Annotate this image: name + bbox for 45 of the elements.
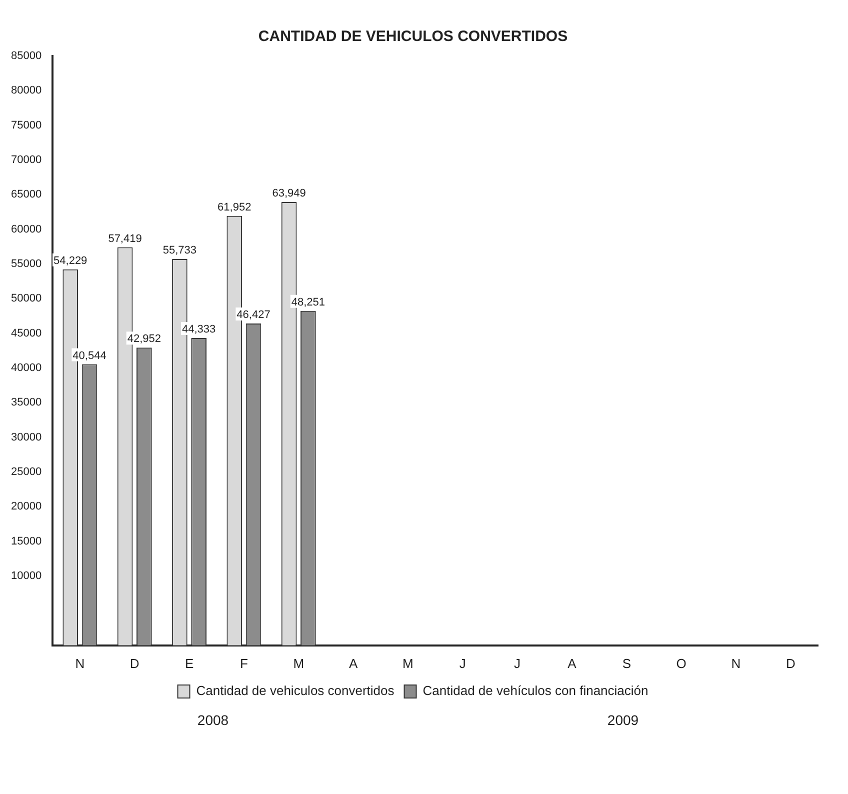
text: 2009 — [607, 712, 639, 728]
data-label: 48,251 — [291, 296, 326, 308]
y-tick-label: 25000 — [10, 466, 42, 478]
legend-label: Cantidad de vehiculos convertidos — [196, 683, 395, 698]
x-tick-label: J — [514, 656, 521, 671]
data-label: 57,419 — [108, 232, 142, 245]
x-tick-label: M — [293, 656, 304, 671]
x-tick-label: D — [786, 656, 796, 671]
data-label: 61,952 — [218, 201, 252, 214]
y-tick-label: 20000 — [10, 500, 42, 513]
y-tick-label: 45000 — [10, 327, 42, 340]
y-tick-label: 15000 — [10, 535, 42, 548]
x-tick-label: A — [348, 656, 358, 671]
chart-title: CANTIDAD DE VEHICULOS CONVERTIDOS — [258, 28, 568, 46]
x-tick-label: E — [184, 656, 194, 671]
data-label: 44,333 — [182, 324, 216, 336]
y-tick-label: 75000 — [10, 119, 42, 132]
data-label: 54,229 — [54, 254, 88, 267]
x-tick-label: N — [731, 656, 741, 671]
x-tick-label: M — [402, 656, 414, 671]
legend-label: Cantidad de vehículos con financiación — [422, 683, 648, 698]
y-tick-label: 40000 — [10, 362, 42, 374]
x-tick-label: F — [240, 656, 248, 671]
y-tick-label: 30000 — [10, 431, 42, 444]
y-tick-label: 65000 — [10, 188, 42, 201]
y-tick-label: 50000 — [10, 292, 42, 305]
x-tick-label: S — [622, 656, 632, 671]
x-tick-label: N — [75, 656, 85, 671]
y-tick-label: 35000 — [10, 396, 42, 409]
data-label: 55,733 — [162, 244, 197, 256]
data-label: 46,427 — [236, 309, 270, 321]
y-tick-label: 80000 — [10, 84, 42, 97]
x-tick-label: A — [568, 656, 577, 671]
x-tick-label: J — [459, 656, 466, 671]
data-label: 40,544 — [72, 350, 106, 362]
text: 2008 — [197, 712, 229, 728]
y-tick-label: 70000 — [10, 154, 42, 166]
x-tick-label: D — [130, 656, 140, 671]
data-label: 42,952 — [127, 333, 161, 346]
x-tick-label: O — [676, 656, 686, 671]
y-tick-label: 10000 — [10, 570, 42, 582]
y-tick-label: 55000 — [10, 258, 42, 270]
data-label: 63,949 — [272, 188, 306, 200]
y-tick-label: 85000 — [10, 50, 42, 62]
y-tick-label: 60000 — [10, 223, 42, 236]
